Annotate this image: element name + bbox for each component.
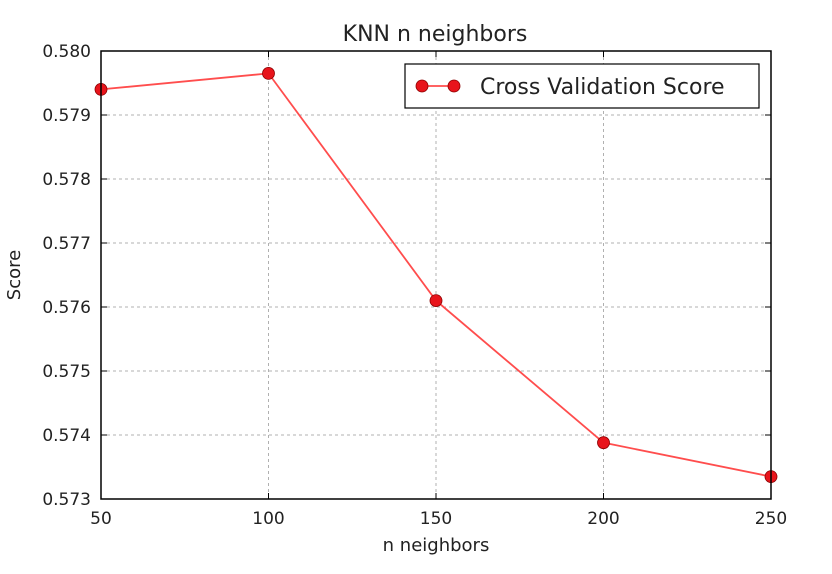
x-tick-labels: 50 100 150 200 250 xyxy=(90,509,787,529)
x-axis-label: n neighbors xyxy=(383,535,490,556)
legend-marker xyxy=(415,79,429,93)
y-tick-label: 0.576 xyxy=(42,298,91,318)
y-tick-label: 0.579 xyxy=(42,106,91,126)
chart-title: KNN n neighbors xyxy=(343,22,528,47)
plot-frame xyxy=(100,50,772,500)
legend-label: Cross Validation Score xyxy=(480,75,725,100)
y-tick-label: 0.577 xyxy=(42,234,91,254)
legend-marker xyxy=(447,79,461,93)
x-tick-label: 50 xyxy=(90,509,112,529)
data-point xyxy=(262,67,275,80)
y-tick-label: 0.578 xyxy=(42,170,91,190)
x-tick-label: 250 xyxy=(755,509,787,529)
y-axis-label: Score xyxy=(4,250,25,300)
y-tick-label: 0.575 xyxy=(42,362,91,382)
legend-box xyxy=(404,63,760,109)
y-tick-label: 0.574 xyxy=(42,426,91,446)
x-tick-label: 200 xyxy=(587,509,619,529)
y-tick-labels: 0.573 0.574 0.575 0.576 0.577 0.578 0.579 0.580 xyxy=(42,42,91,510)
grid xyxy=(100,50,772,500)
x-tick-label: 150 xyxy=(420,509,452,529)
data-point xyxy=(597,436,610,450)
y-tick-label: 0.580 xyxy=(42,42,91,62)
legend: Cross Validation Score xyxy=(404,63,760,109)
y-tick-label: 0.573 xyxy=(42,490,91,510)
data-point xyxy=(429,294,443,308)
x-tick-label: 100 xyxy=(252,509,284,529)
